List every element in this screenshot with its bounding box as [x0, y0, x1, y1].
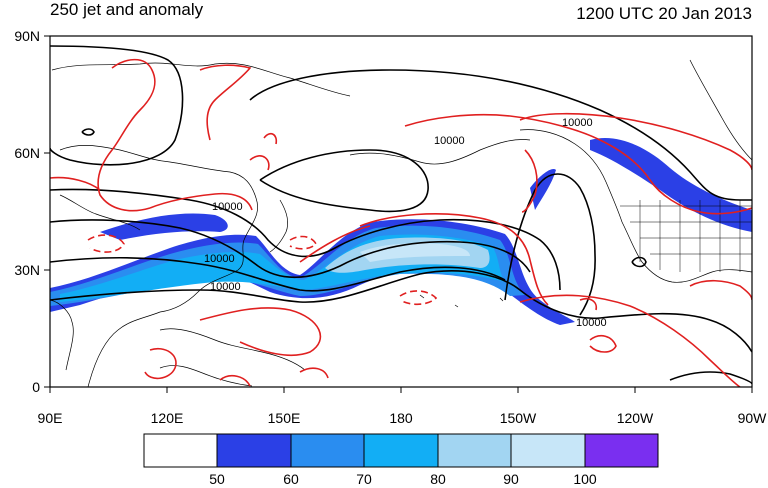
jet-band-50-na [590, 138, 752, 232]
colorbar: 50 60 70 80 90 100 [143, 433, 659, 487]
lat-label-90n: 90N [14, 28, 40, 44]
lon-label-150e: 150E [268, 410, 301, 426]
lon-label-120w: 120W [617, 410, 654, 426]
contour-label: 10000 [204, 253, 235, 265]
us-state-borders [620, 200, 752, 272]
jet-speed-shading [50, 138, 752, 325]
colorbar-label-60: 60 [283, 471, 299, 487]
colorbar-box-4 [437, 433, 512, 468]
map-panel: 10000 10000 10000 10000 10000 10000 90N … [14, 28, 767, 426]
colorbar-box-0 [143, 433, 218, 468]
lat-label-60n: 60N [14, 145, 40, 161]
colorbar-box-5 [510, 433, 586, 468]
colorbar-box-3 [363, 433, 439, 468]
lat-label-0: 0 [32, 379, 40, 395]
jet-band-50-north [100, 213, 228, 240]
lon-label-90w: 90W [738, 410, 768, 426]
lon-label-120e: 120E [151, 410, 184, 426]
jet-band-50-gulf [530, 169, 556, 210]
contour-labels: 10000 10000 10000 10000 10000 10000 [204, 117, 607, 329]
coastlines [50, 59, 752, 387]
map-title-right: 1200 UTC 20 Jan 2013 [576, 4, 752, 23]
colorbar-label-70: 70 [356, 471, 372, 487]
longitude-axis: 90E 120E 150E 180 150W 120W 90W [38, 387, 768, 426]
anomaly-contours [50, 58, 752, 387]
colorbar-box-2 [290, 433, 365, 468]
lat-label-30n: 30N [14, 262, 40, 278]
colorbar-label-90: 90 [503, 471, 519, 487]
contour-label: 10000 [212, 201, 243, 213]
colorbar-label-100: 100 [573, 471, 597, 487]
height-contours [50, 45, 752, 385]
latitude-axis: 90N 60N 30N 0 [14, 28, 50, 395]
map-title-left: 250 jet and anomaly [50, 0, 204, 19]
colorbar-label-80: 80 [430, 471, 446, 487]
colorbar-box-6 [584, 433, 659, 468]
contour-label: 10000 [210, 281, 241, 293]
lon-label-90e: 90E [38, 410, 63, 426]
colorbar-label-50: 50 [209, 471, 225, 487]
contour-label: 10000 [576, 317, 607, 329]
colorbar-box-1 [216, 433, 292, 468]
contour-label: 10000 [434, 135, 465, 147]
lon-label-180: 180 [389, 410, 413, 426]
lon-label-150w: 150W [500, 410, 537, 426]
contour-label: 10000 [562, 117, 593, 129]
